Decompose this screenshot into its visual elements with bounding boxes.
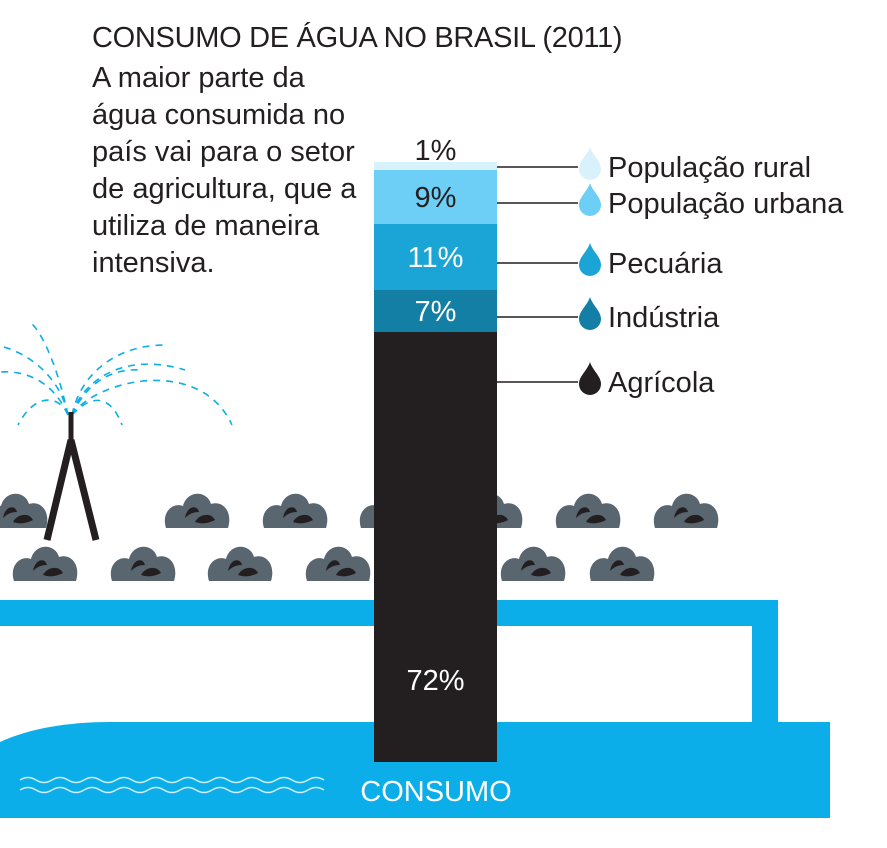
bar-segment-pecuaria bbox=[374, 224, 497, 290]
bar-segment-agricola bbox=[374, 332, 497, 762]
data-label-pecuaria: 11% bbox=[408, 242, 464, 274]
plant-icon bbox=[653, 493, 719, 528]
data-label-agricola: 72% bbox=[406, 665, 464, 697]
bar-segment-populacao-urbana bbox=[374, 170, 497, 224]
legend-entry-populacao-urbana: População urbana bbox=[608, 188, 844, 220]
legend-leader-lines bbox=[497, 166, 578, 383]
page-subtitle: A maior parte da água consumida no país … bbox=[92, 62, 357, 279]
plant-icon bbox=[12, 546, 78, 581]
water-drop-icon bbox=[579, 147, 601, 180]
page-title: CONSUMO DE ÁGUA NO BRASIL (2011) bbox=[92, 22, 623, 54]
plant-icon bbox=[555, 493, 621, 528]
water-drop-icon bbox=[579, 183, 601, 216]
data-label-industria: 7% bbox=[415, 296, 457, 328]
bar-segment-populacao-rural bbox=[374, 162, 497, 170]
crop-field bbox=[0, 493, 719, 581]
legend: Agrícola Indústria Pecuária População urban… bbox=[579, 147, 844, 399]
plant-icon bbox=[262, 493, 328, 528]
plant-icon bbox=[207, 546, 273, 581]
water-drop-icon bbox=[579, 243, 601, 276]
data-label-populacao-rural: 1% bbox=[415, 135, 457, 167]
water-drop-icon bbox=[579, 297, 601, 330]
sprinkler-icon bbox=[0, 321, 233, 541]
legend-entry-pecuaria: Pecuária bbox=[608, 248, 723, 280]
water-drop-icon bbox=[579, 362, 601, 395]
plant-icon bbox=[110, 546, 176, 581]
bar-category-label: CONSUMO bbox=[360, 776, 511, 808]
stacked-bar: 72% 7% 11% 9% 1% bbox=[374, 135, 497, 762]
bar-segment-industria bbox=[374, 290, 497, 332]
data-label-populacao-urbana: 9% bbox=[415, 182, 457, 214]
plant-icon bbox=[589, 546, 655, 581]
legend-entry-agricola: Agrícola bbox=[608, 367, 715, 399]
plant-icon bbox=[164, 493, 230, 528]
legend-entry-industria: Indústria bbox=[608, 302, 720, 334]
plant-icon bbox=[0, 493, 48, 528]
plant-icon bbox=[305, 546, 371, 581]
plant-icon bbox=[500, 546, 566, 581]
legend-entry-populacao-rural: População rural bbox=[608, 152, 811, 184]
